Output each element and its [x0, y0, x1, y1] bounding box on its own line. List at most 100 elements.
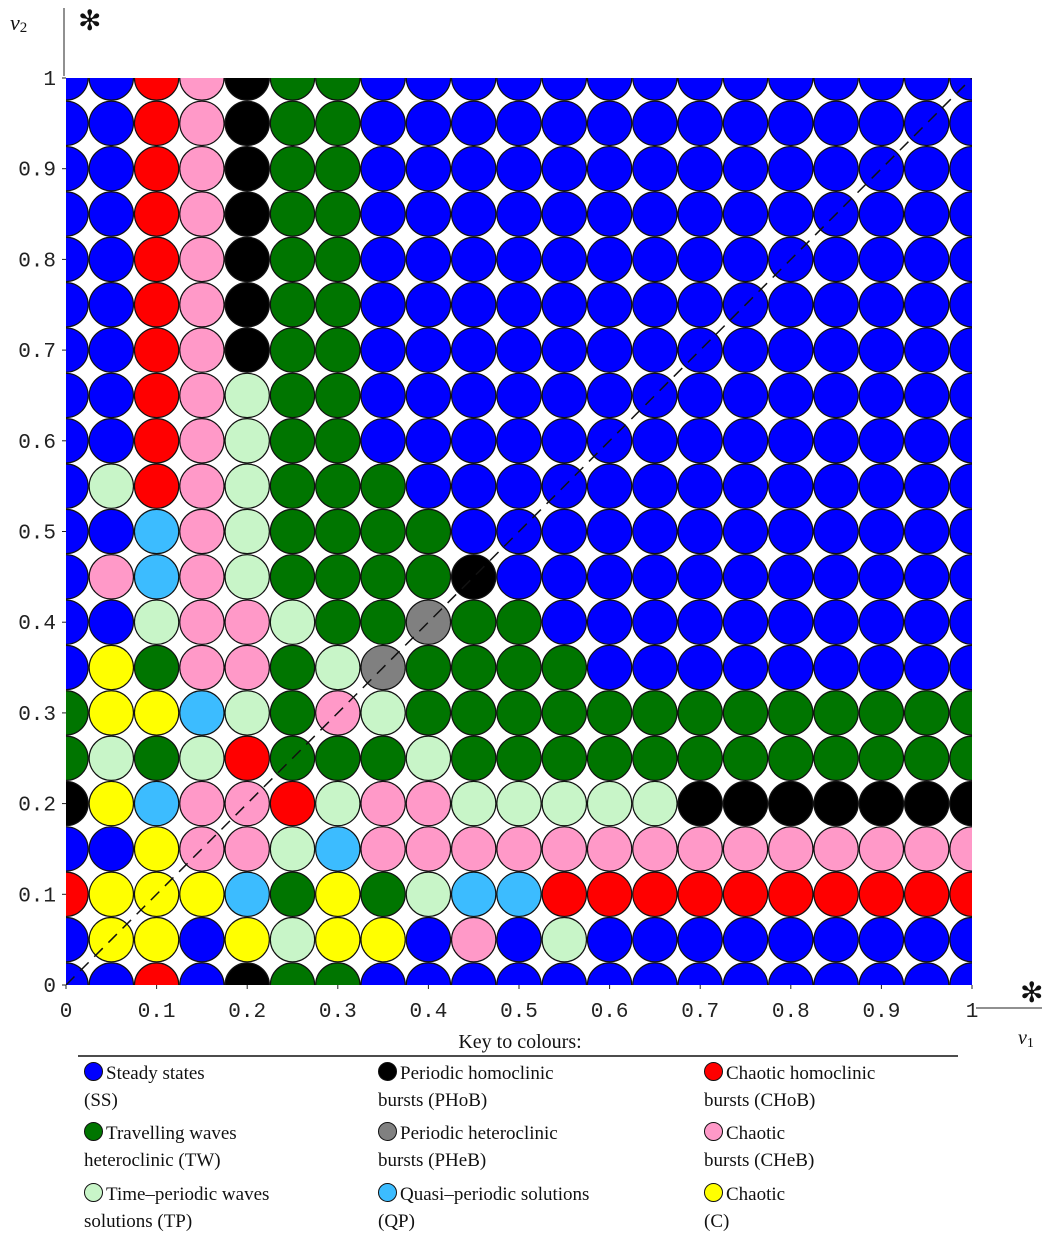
legend-entry: Travelling waves heteroclinic (TW) [84, 1120, 237, 1174]
cell [179, 145, 225, 192]
cell [496, 599, 542, 645]
cell [677, 282, 723, 328]
cell [179, 191, 225, 237]
cell [813, 871, 859, 918]
cell [949, 508, 972, 555]
cell [632, 418, 678, 464]
cell [133, 78, 180, 101]
cell [224, 372, 270, 419]
cell [179, 463, 225, 509]
legend-entry: Quasi–periodic solutions (QP) [378, 1181, 589, 1235]
legend-swatch [378, 1062, 397, 1081]
y-tick-label: 0.7 [18, 341, 56, 364]
cell [88, 327, 135, 373]
cell [586, 191, 633, 237]
cell [586, 100, 633, 147]
cell [88, 145, 135, 192]
cell [496, 916, 542, 963]
cell [813, 554, 859, 600]
legend-entry: Chaotic homoclinic bursts (CHoB) [704, 1060, 875, 1114]
cell [360, 916, 406, 963]
cell [586, 826, 633, 872]
cell [405, 145, 452, 192]
cell [88, 690, 135, 736]
cell [224, 282, 270, 328]
cell [315, 78, 361, 101]
cell [450, 78, 497, 101]
cell [903, 100, 950, 147]
cell [360, 282, 406, 328]
cell [179, 418, 225, 464]
cell [586, 508, 633, 555]
y-tick-label: 0.8 [18, 250, 56, 273]
y-tick-label: 0.5 [18, 523, 56, 546]
legend-entry: Steady states (SS) [84, 1060, 205, 1114]
legend-label: Chaotic homoclinic bursts (CHoB) [704, 1063, 876, 1111]
cell [224, 78, 270, 101]
legend-swatch [378, 1183, 397, 1202]
cell [949, 962, 972, 985]
x-tick-label: 0.7 [681, 1001, 719, 1024]
cell [903, 463, 950, 509]
cell [949, 236, 972, 283]
cell [133, 780, 180, 827]
cell [632, 78, 678, 101]
cell [269, 418, 316, 464]
cell [858, 735, 905, 781]
cell [813, 78, 859, 101]
cell [632, 554, 678, 600]
cell [450, 780, 497, 827]
cell [949, 599, 972, 645]
cell [541, 282, 588, 328]
cell [179, 599, 225, 645]
cell [541, 599, 588, 645]
cell [133, 191, 180, 237]
cell [858, 78, 905, 101]
cell [903, 191, 950, 237]
cell [405, 463, 452, 509]
cell [133, 599, 180, 645]
cell [541, 327, 588, 373]
cell [405, 78, 452, 101]
cell [677, 191, 723, 237]
cell [496, 780, 542, 827]
cell [858, 599, 905, 645]
cell [133, 236, 180, 283]
cell [269, 780, 316, 827]
cell [360, 327, 406, 373]
cell [405, 690, 452, 736]
cell [949, 463, 972, 509]
cell [88, 508, 135, 555]
cell [450, 372, 497, 419]
cell [949, 735, 972, 781]
y-tick-label: 0.1 [18, 885, 56, 908]
cell [632, 826, 678, 872]
cell [315, 508, 361, 555]
cell [269, 100, 316, 147]
cell [360, 871, 406, 918]
cell [66, 599, 89, 645]
cell [66, 735, 89, 781]
cell [858, 962, 905, 985]
cell [858, 916, 905, 963]
cell [88, 962, 135, 985]
cell [88, 100, 135, 147]
cell [224, 916, 270, 963]
cell [586, 962, 633, 985]
cell [586, 463, 633, 509]
cell [315, 962, 361, 985]
cell [88, 871, 135, 918]
cell [541, 418, 588, 464]
cell [496, 690, 542, 736]
cell [903, 236, 950, 283]
cell [269, 327, 316, 373]
y-label-sub: 2 [20, 20, 28, 36]
cell [722, 145, 769, 192]
cell [450, 100, 497, 147]
x-tick-label: 1 [966, 1001, 979, 1024]
x-label-main: v [1018, 1027, 1027, 1049]
cell [224, 463, 270, 509]
cell [677, 78, 723, 101]
cell [903, 372, 950, 419]
